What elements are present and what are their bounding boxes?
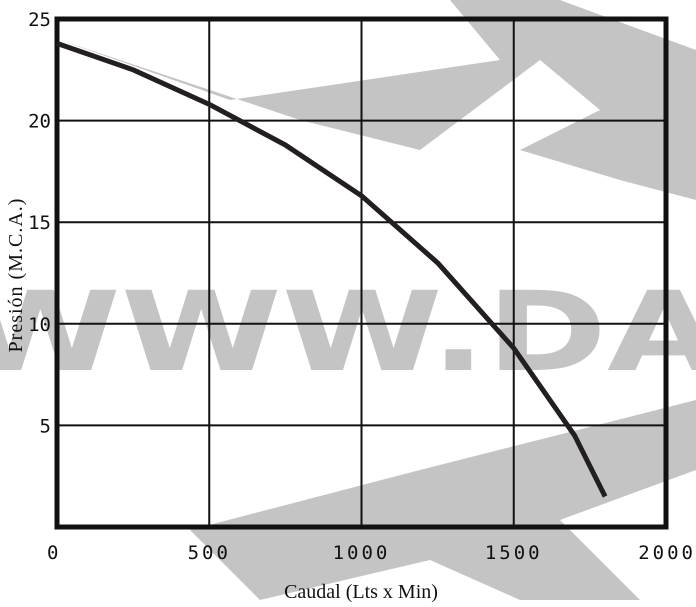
- pump-curve: [56, 41, 608, 498]
- watermark-shapes: [60, 0, 696, 600]
- x-axis-label: Caudal (Lts x Min): [284, 581, 438, 603]
- x-tick-label: 0: [47, 542, 61, 564]
- y-axis-label: Presión (M.C.A.): [5, 198, 27, 353]
- plot-frame: [54, 16, 669, 530]
- x-tick-label: 1500: [485, 542, 543, 564]
- x-tick-label: 2000: [638, 542, 696, 564]
- watermark: WWW.DA: [0, 268, 696, 396]
- x-tick-label: 1000: [333, 542, 391, 564]
- y-tick-label: 15: [28, 212, 51, 234]
- y-tick-label: 5: [40, 415, 51, 437]
- y-tick-label: 10: [28, 314, 51, 336]
- x-tick-label: 500: [188, 542, 231, 564]
- y-tick-label: 20: [28, 111, 51, 133]
- y-tick-label: 25: [28, 9, 51, 31]
